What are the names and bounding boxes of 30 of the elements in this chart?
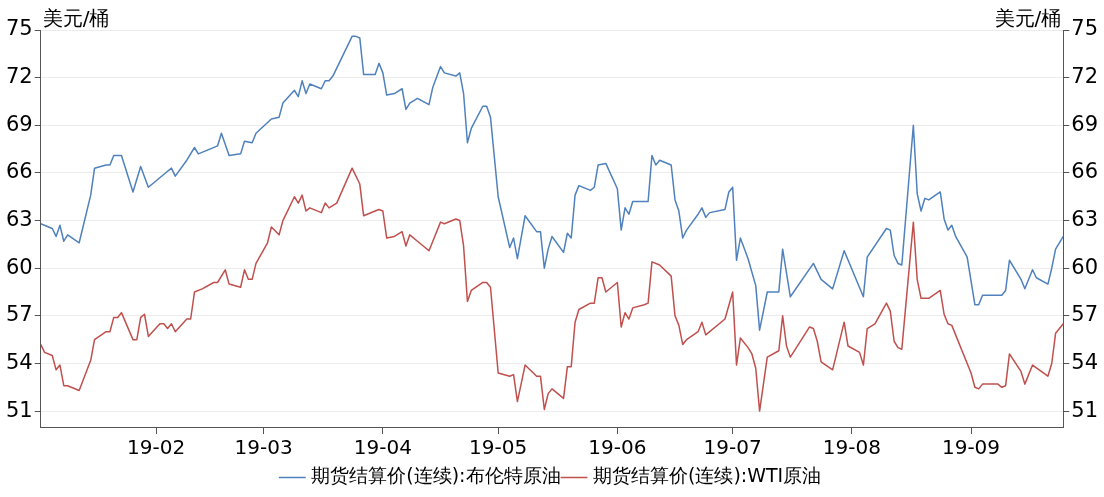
y-tick-label: 51: [5, 397, 33, 422]
y-tick-label: 72: [5, 64, 33, 89]
y-tick-label: 63: [5, 207, 33, 232]
y-tick-label: 69: [5, 111, 33, 136]
y-tick-label: 66: [5, 159, 33, 184]
legend-label: 期货结算价(连续):WTI原油: [593, 464, 822, 487]
y2-axis-title: 美元/桶: [994, 6, 1062, 31]
y2-tick-label: 66: [1071, 159, 1099, 184]
y2-tick-label: 72: [1071, 64, 1099, 89]
y-tick-label: 54: [5, 349, 33, 374]
y2-tick-label: 63: [1071, 207, 1099, 232]
x-tick-label: 19-09: [941, 435, 1001, 460]
x-tick-label: 19-08: [822, 435, 881, 460]
y2-tick-label: 75: [1071, 16, 1099, 41]
x-tick-label: 19-03: [234, 435, 293, 460]
y2-tick-label: 69: [1071, 111, 1099, 136]
x-tick-label: 19-04: [353, 435, 412, 460]
y2-tick-label: 51: [1071, 397, 1099, 422]
y-axis-title: 美元/桶: [42, 6, 110, 31]
y-tick-label: 57: [5, 302, 33, 327]
x-tick-label: 19-06: [588, 435, 647, 460]
x-tick-label: 19-02: [126, 435, 186, 460]
x-tick-label: 19-07: [703, 435, 762, 460]
y2-tick-label: 57: [1071, 302, 1099, 327]
x-tick-label: 19-05: [469, 435, 528, 460]
legend-label: 期货结算价(连续):布伦特原油: [311, 464, 561, 487]
y-tick-label: 60: [5, 254, 33, 279]
y-tick-label: 75: [5, 16, 33, 41]
y2-tick-label: 54: [1071, 349, 1099, 374]
y2-tick-label: 60: [1071, 254, 1099, 279]
